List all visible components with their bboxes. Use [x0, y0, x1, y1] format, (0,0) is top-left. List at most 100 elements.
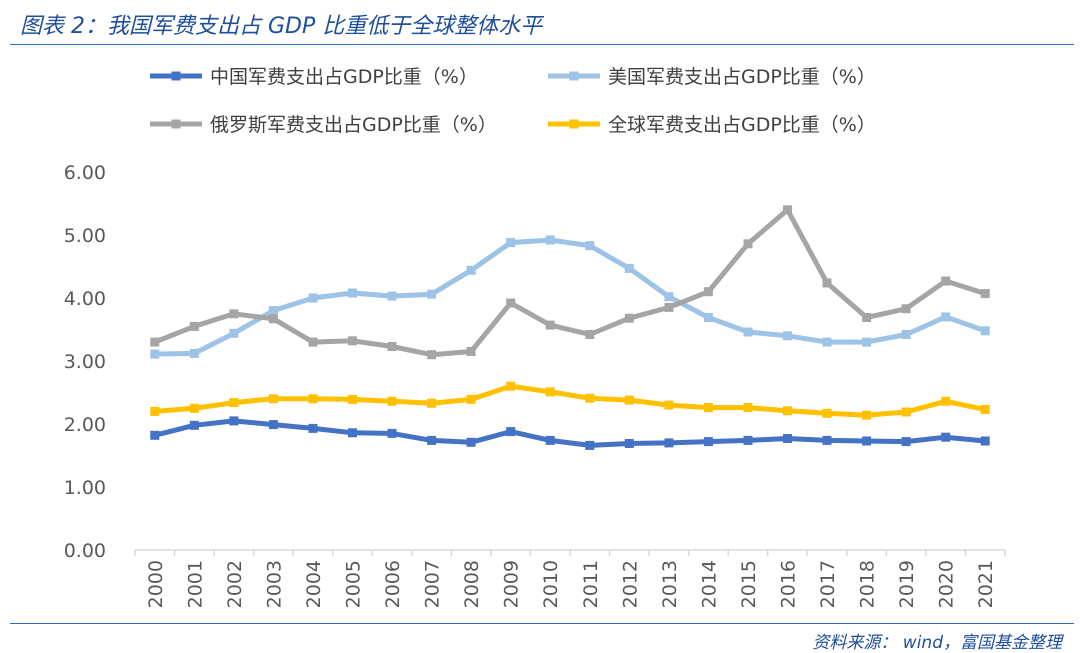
y-tick-label: 5.00	[64, 225, 106, 247]
data-point	[545, 387, 555, 397]
legend-label: 美国军费支出占GDP比重（%）	[608, 66, 876, 88]
x-tick-label: 2007	[422, 560, 444, 608]
data-point	[980, 436, 990, 446]
data-point	[901, 407, 911, 417]
data-point	[387, 428, 397, 438]
data-point	[624, 395, 634, 405]
data-point	[783, 406, 792, 416]
x-tick-label: 2019	[896, 560, 918, 608]
data-point	[901, 304, 911, 314]
data-point	[308, 394, 318, 404]
data-point	[506, 238, 516, 248]
data-point	[268, 314, 278, 324]
y-tick-label: 3.00	[64, 351, 106, 373]
data-point	[506, 381, 516, 391]
data-point	[743, 239, 753, 249]
data-point	[783, 331, 792, 341]
data-point	[308, 337, 318, 347]
data-point	[308, 293, 318, 303]
data-point	[743, 327, 753, 337]
x-tick-label: 2017	[817, 560, 839, 608]
data-point	[743, 435, 753, 445]
x-tick-label: 2008	[461, 560, 483, 608]
series-line	[152, 207, 988, 358]
data-point	[466, 394, 476, 404]
data-point	[308, 423, 318, 433]
y-tick-label: 6.00	[64, 162, 106, 184]
x-tick-label: 2015	[738, 560, 760, 608]
data-point	[703, 437, 713, 447]
data-point	[941, 396, 951, 406]
data-point	[941, 312, 951, 322]
data-point	[150, 337, 160, 347]
data-point	[150, 430, 160, 440]
data-point	[664, 302, 674, 312]
legend-swatch-marker	[569, 119, 579, 129]
data-point	[822, 435, 832, 445]
x-tick-label: 2001	[184, 560, 206, 608]
data-point	[348, 394, 357, 404]
x-axis-tick-labels: 2000 2001 2002 2003 2004 2005 2006 2007 2008 2009…	[134, 550, 1006, 608]
data-point	[980, 405, 990, 414]
data-point	[150, 349, 160, 359]
data-point	[585, 393, 595, 403]
x-tick-label: 2000	[145, 560, 167, 608]
series-2	[150, 205, 990, 360]
data-point	[585, 330, 595, 339]
data-point	[703, 313, 713, 322]
data-point	[624, 263, 634, 273]
x-tick-label: 2005	[343, 560, 365, 608]
data-point	[783, 205, 792, 215]
data-point	[229, 328, 239, 338]
data-point	[980, 326, 990, 336]
data-point	[387, 342, 397, 351]
legend-item: 美国军费支出占GDP比重（%）	[548, 66, 876, 88]
data-point	[783, 434, 792, 443]
data-point	[941, 276, 951, 286]
data-point	[862, 337, 872, 347]
legend-swatch-marker	[569, 71, 579, 81]
legend-label: 全球军费支出占GDP比重（%）	[608, 114, 876, 136]
data-point	[150, 406, 160, 416]
x-tick-label: 2021	[975, 560, 997, 608]
data-point	[585, 241, 595, 251]
data-point	[427, 435, 437, 445]
data-point	[822, 278, 832, 288]
x-tick-label: 2006	[382, 560, 404, 608]
y-tick-label: 0.00	[64, 540, 106, 562]
series-3	[150, 381, 990, 420]
x-tick-label: 2014	[698, 560, 720, 608]
data-point	[506, 298, 516, 308]
data-point	[901, 330, 911, 339]
data-point	[348, 288, 357, 298]
x-tick-label: 2011	[580, 560, 602, 608]
data-point	[268, 420, 278, 430]
data-point	[822, 408, 832, 418]
data-point	[348, 336, 357, 346]
data-point	[427, 398, 437, 408]
data-point	[585, 440, 595, 450]
source-divider	[10, 623, 1074, 624]
data-point	[624, 439, 634, 448]
data-point	[664, 400, 674, 410]
y-axis-tick-labels: 0.00 1.00 2.00 3.00 4.00 5.00 6.00	[64, 162, 106, 562]
y-tick-label: 4.00	[64, 288, 106, 310]
data-point	[703, 403, 713, 413]
legend-item: 俄罗斯军费支出占GDP比重（%）	[150, 114, 497, 136]
data-point	[427, 350, 437, 360]
x-tick-label: 2013	[659, 560, 681, 608]
x-tick-label: 2010	[540, 560, 562, 608]
x-tick-label: 2003	[263, 560, 285, 608]
series-line	[152, 383, 988, 418]
data-point	[862, 313, 872, 322]
data-point	[348, 428, 357, 438]
x-tick-label: 2016	[778, 560, 800, 608]
legend-label: 俄罗斯军费支出占GDP比重（%）	[210, 114, 497, 136]
data-point	[189, 420, 199, 430]
legend-item: 全球军费支出占GDP比重（%）	[548, 114, 876, 136]
data-point	[545, 320, 555, 330]
data-point	[980, 289, 990, 299]
data-point	[229, 416, 239, 426]
data-point	[506, 427, 516, 437]
data-point	[189, 348, 199, 358]
